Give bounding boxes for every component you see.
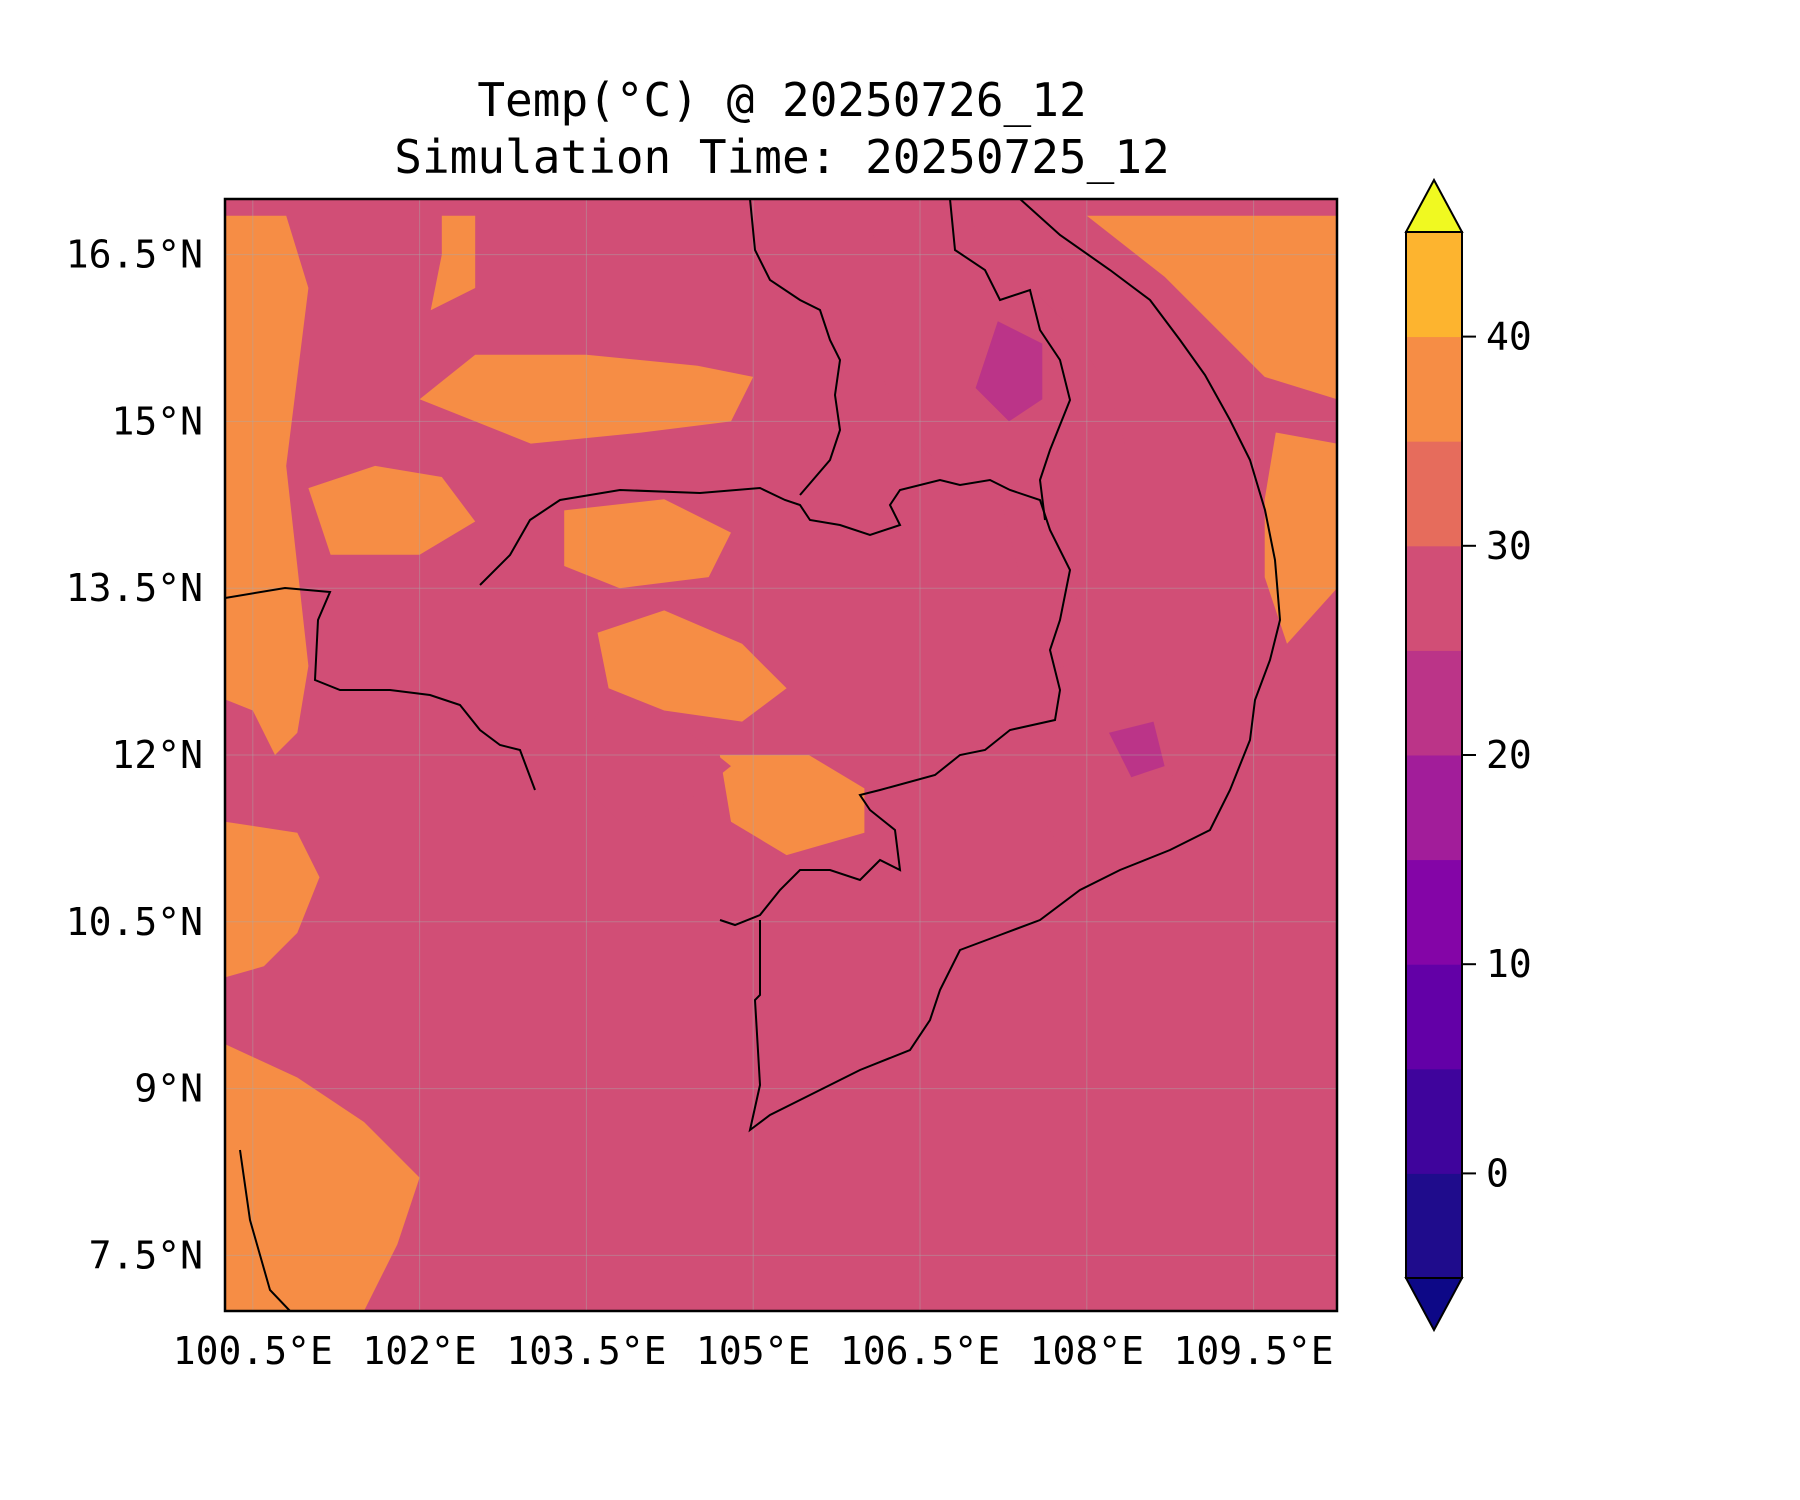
y-tick-label: 16.5°N [66, 233, 203, 277]
contour-region-20-25-11 [575, 699, 731, 822]
colorbar-segment-30 [1406, 441, 1462, 547]
x-tick-label: 100.5°E [173, 1329, 333, 1373]
latitude-axis: 7.5°N 9°N 10.5°N 12°N 13.5°N 15°N 16.5°N [66, 233, 203, 1278]
contour-region-30-35-5 [308, 465, 476, 555]
x-tick-label: 109.5°E [1174, 1329, 1334, 1373]
contour-region-30-35-10 [1264, 432, 1337, 644]
contour-region-30-35-2 [225, 1044, 420, 1311]
colorbar-segment-15 [1406, 755, 1462, 861]
contour-region-30-35-1 [225, 821, 320, 978]
map-title-line-2: Simulation Time: 20250725_12 [394, 130, 1169, 184]
map-gridlines [225, 199, 1337, 1311]
contour-region-30-35-4 [419, 354, 754, 444]
laos-vietnam-border [949, 199, 1072, 521]
colorbar-tick-label: 20 [1486, 733, 1532, 777]
temperature-contour-regions [225, 215, 1337, 1311]
vietnam-coastline [748, 199, 1282, 1133]
map-plot-area [223, 197, 1339, 1313]
y-tick-label: 12°N [111, 733, 203, 777]
laos-thailand-mekong-border [749, 199, 842, 496]
y-tick-label: 13.5°N [66, 566, 203, 610]
x-tick-label: 105°E [696, 1329, 810, 1373]
colorbar-segment-5 [1406, 964, 1462, 1070]
contour-region-30-35-0 [225, 215, 309, 755]
thailand-cambodia-border [225, 586, 536, 791]
contour-region-30-35-9 [1086, 215, 1337, 400]
contour-region-30-35-3 [430, 215, 476, 311]
longitude-axis: 100.5°E 102°E 103.5°E 105°E 106.5°E 108°E 109.… [173, 1329, 1334, 1373]
y-tick-label: 10.5°N [66, 900, 203, 944]
colorbar-segment-25 [1406, 545, 1462, 651]
contour-region-15-20-16 [1109, 721, 1165, 778]
colorbar-segment--5 [1406, 1173, 1462, 1279]
contour-region-20-25-12 [630, 855, 665, 911]
colorbar-segment-0 [1406, 1068, 1462, 1174]
x-tick-label: 103.5°E [506, 1329, 666, 1373]
y-tick-label: 9°N [134, 1067, 203, 1111]
map-frame [223, 197, 1339, 1313]
contour-region-20-25-14 [997, 654, 1198, 856]
temperature-colorbar: 0 10 20 30 40 [1404, 177, 1532, 1333]
colorbar-tick-label: 0 [1486, 1151, 1509, 1195]
map-title-line-1: Temp(°C) @ 20250726_12 [477, 73, 1086, 127]
colorbar-over-extension [1404, 177, 1464, 233]
contour-region-30-35-7 [597, 610, 787, 722]
contour-region-30-35-6 [564, 499, 731, 589]
x-tick-label: 106.5°E [840, 1329, 1000, 1373]
x-tick-label: 108°E [1030, 1329, 1144, 1373]
colorbar-segment-40 [1406, 232, 1462, 338]
colorbar-segment-10 [1406, 859, 1462, 965]
thailand-west-coast [239, 1149, 291, 1311]
coastline-borders [225, 199, 1282, 1311]
colorbar-segment-20 [1406, 650, 1462, 756]
colorbar-tick-label: 30 [1486, 524, 1532, 568]
colorbar-segment-35 [1406, 336, 1462, 442]
cambodia-laos-vietnam-border [479, 478, 1072, 927]
x-tick-label: 102°E [362, 1329, 476, 1373]
contour-region-30-35-8 [719, 755, 865, 856]
colorbar-tick-label: 40 [1486, 315, 1532, 359]
y-tick-label: 7.5°N [89, 1233, 203, 1277]
contour-region-15-20-15 [975, 321, 1043, 422]
colorbar-tick-label: 10 [1486, 942, 1532, 986]
y-tick-label: 15°N [111, 399, 203, 443]
colorbar-under-extension [1404, 1277, 1464, 1333]
